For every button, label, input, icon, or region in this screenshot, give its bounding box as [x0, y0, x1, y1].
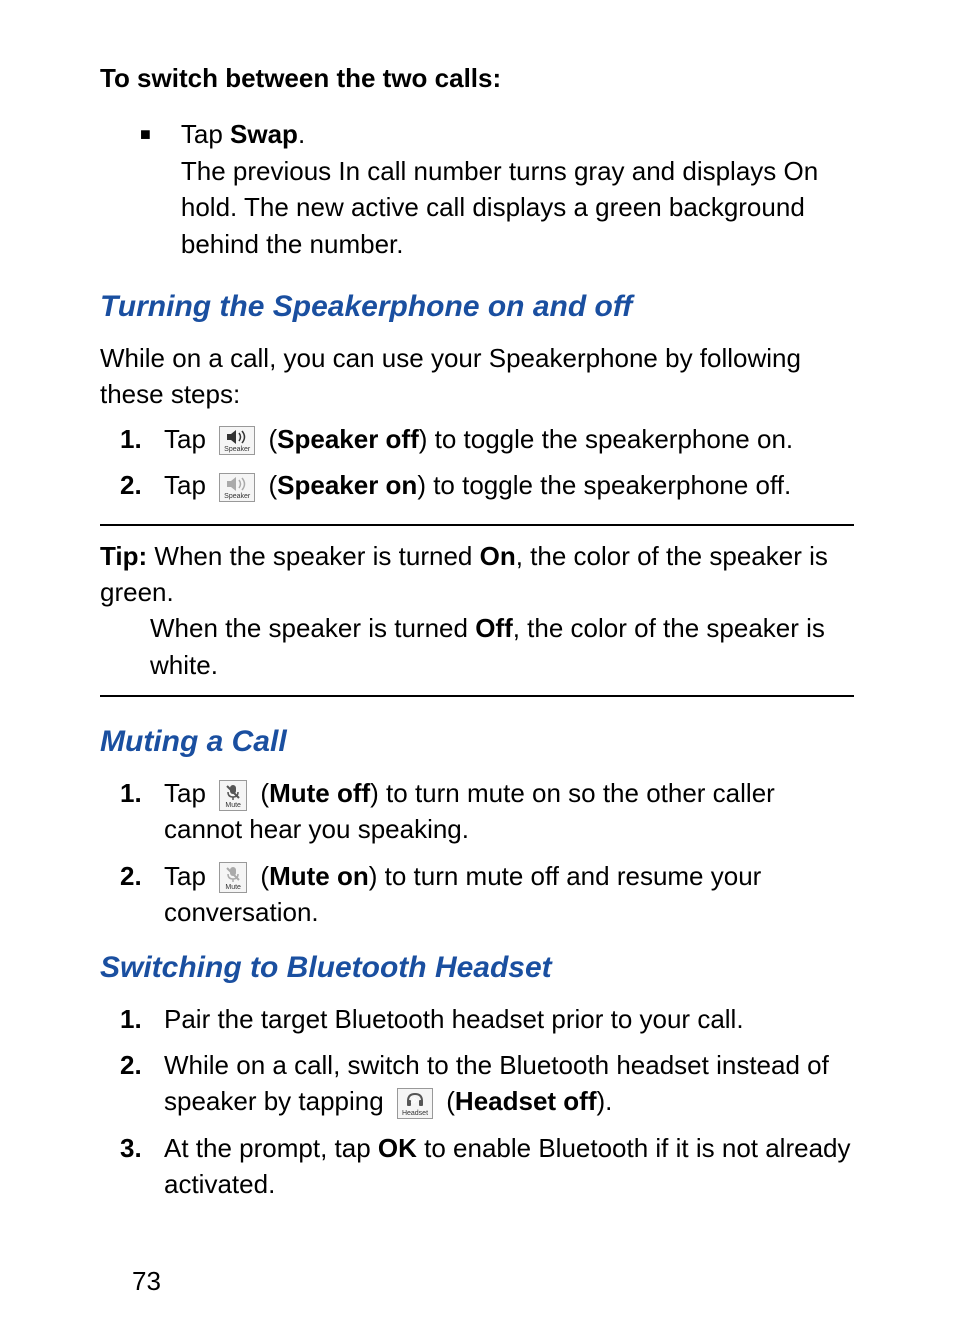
paren-open: ( [446, 1086, 455, 1116]
item-number: 2. [120, 858, 164, 894]
item-number: 1. [120, 421, 164, 457]
speaker-off-label: Speaker off [277, 424, 419, 454]
bluetooth-list: 1. Pair the target Bluetooth headset pri… [120, 1001, 854, 1203]
ok-label: OK [378, 1133, 417, 1163]
speaker-on-icon: Speaker [219, 473, 255, 502]
list-item: 3. At the prompt, tap OK to enable Bluet… [120, 1130, 854, 1203]
list-item: 1. Pair the target Bluetooth headset pri… [120, 1001, 854, 1037]
rest-text: ) to toggle the speakerphone off. [417, 470, 791, 500]
mute-on-label: Mute on [269, 861, 369, 891]
item-number: 1. [120, 775, 164, 811]
swap-label: Swap [230, 119, 298, 149]
list-item: 2. Tap Speaker (Speaker on) to toggle th… [120, 467, 854, 503]
item-content: At the prompt, tap OK to enable Bluetoot… [164, 1130, 854, 1203]
list-item: 2. While on a call, switch to the Blueto… [120, 1047, 854, 1120]
bullet-content: Tap Swap. The previous In call number tu… [181, 116, 854, 262]
tip-line2-before: When the speaker is turned [150, 613, 475, 643]
bluetooth-heading: Switching to Bluetooth Headset [100, 947, 854, 989]
list-item: 1. Tap Speaker (Speaker off) to toggle t… [120, 421, 854, 457]
rest-text: ). [597, 1086, 613, 1116]
tap-text: Tap [164, 861, 213, 891]
list-item: 1. Tap Mute (Mute off) to turn mute on s… [120, 775, 854, 848]
mute-on-icon: Mute [219, 862, 247, 893]
tip-line1-before: When the speaker is turned [147, 541, 479, 571]
muting-list: 1. Tap Mute (Mute off) to turn mute on s… [120, 775, 854, 931]
list-item: 2. Tap Mute (Mute on) to turn mute off a… [120, 858, 854, 931]
mute-off-icon: Mute [219, 780, 247, 811]
item-content: Tap Speaker (Speaker off) to toggle the … [164, 421, 854, 457]
swap-description: The previous In call number turns gray a… [181, 153, 854, 262]
rest-text: ) to turn mute on so the other caller ca… [164, 778, 775, 844]
paren-open: ( [268, 470, 277, 500]
tap-text: Tap [164, 778, 213, 808]
item-content: Tap Mute (Mute on) to turn mute off and … [164, 858, 854, 931]
item-content: Tap Speaker (Speaker on) to toggle the s… [164, 467, 854, 503]
tip-label: Tip: [100, 541, 147, 571]
item-number: 1. [120, 1001, 164, 1037]
item-number: 2. [120, 467, 164, 503]
tap-text: Tap [164, 470, 213, 500]
speakerphone-intro: While on a call, you can use your Speake… [100, 340, 854, 413]
paren-open: ( [268, 424, 277, 454]
item-content: Pair the target Bluetooth headset prior … [164, 1001, 854, 1037]
icon-label: Headset [402, 1110, 428, 1117]
paren-open: ( [260, 778, 269, 808]
item-content: Tap Mute (Mute off) to turn mute on so t… [164, 775, 854, 848]
icon-label: Speaker [224, 446, 250, 453]
switch-calls-heading: To switch between the two calls: [100, 60, 854, 96]
tap-text: Tap [181, 119, 230, 149]
page-number: 73 [132, 1263, 854, 1299]
speaker-on-label: Speaker on [277, 470, 417, 500]
rest-text: ) to turn mute off and resume your conve… [164, 861, 761, 927]
icon-label: Mute [224, 884, 242, 891]
item-content: While on a call, switch to the Bluetooth… [164, 1047, 854, 1120]
tip-divider-top [100, 524, 854, 526]
paren-open: ( [260, 861, 269, 891]
item-number: 2. [120, 1047, 164, 1083]
item-number: 3. [120, 1130, 164, 1166]
muting-heading: Muting a Call [100, 721, 854, 763]
speakerphone-list: 1. Tap Speaker (Speaker off) to toggle t… [120, 421, 854, 504]
mute-off-label: Mute off [269, 778, 370, 808]
bullet-marker-icon: ■ [140, 122, 151, 147]
period: . [298, 119, 305, 149]
swap-bullet: ■ Tap Swap. The previous In call number … [140, 116, 854, 262]
icon-label: Speaker [224, 493, 250, 500]
speaker-off-icon: Speaker [219, 426, 255, 455]
headset-off-icon: Headset [397, 1088, 433, 1119]
tip-block: Tip: When the speaker is turned On, the … [100, 538, 854, 684]
icon-label: Mute [224, 802, 242, 809]
before-text: At the prompt, tap [164, 1133, 378, 1163]
tip-divider-bottom [100, 695, 854, 697]
speakerphone-heading: Turning the Speakerphone on and off [100, 286, 854, 328]
tip-on-label: On [480, 541, 516, 571]
headset-off-label: Headset off [455, 1086, 597, 1116]
rest-text: ) to toggle the speakerphone on. [419, 424, 793, 454]
tap-text: Tap [164, 424, 213, 454]
tip-off-label: Off [475, 613, 513, 643]
